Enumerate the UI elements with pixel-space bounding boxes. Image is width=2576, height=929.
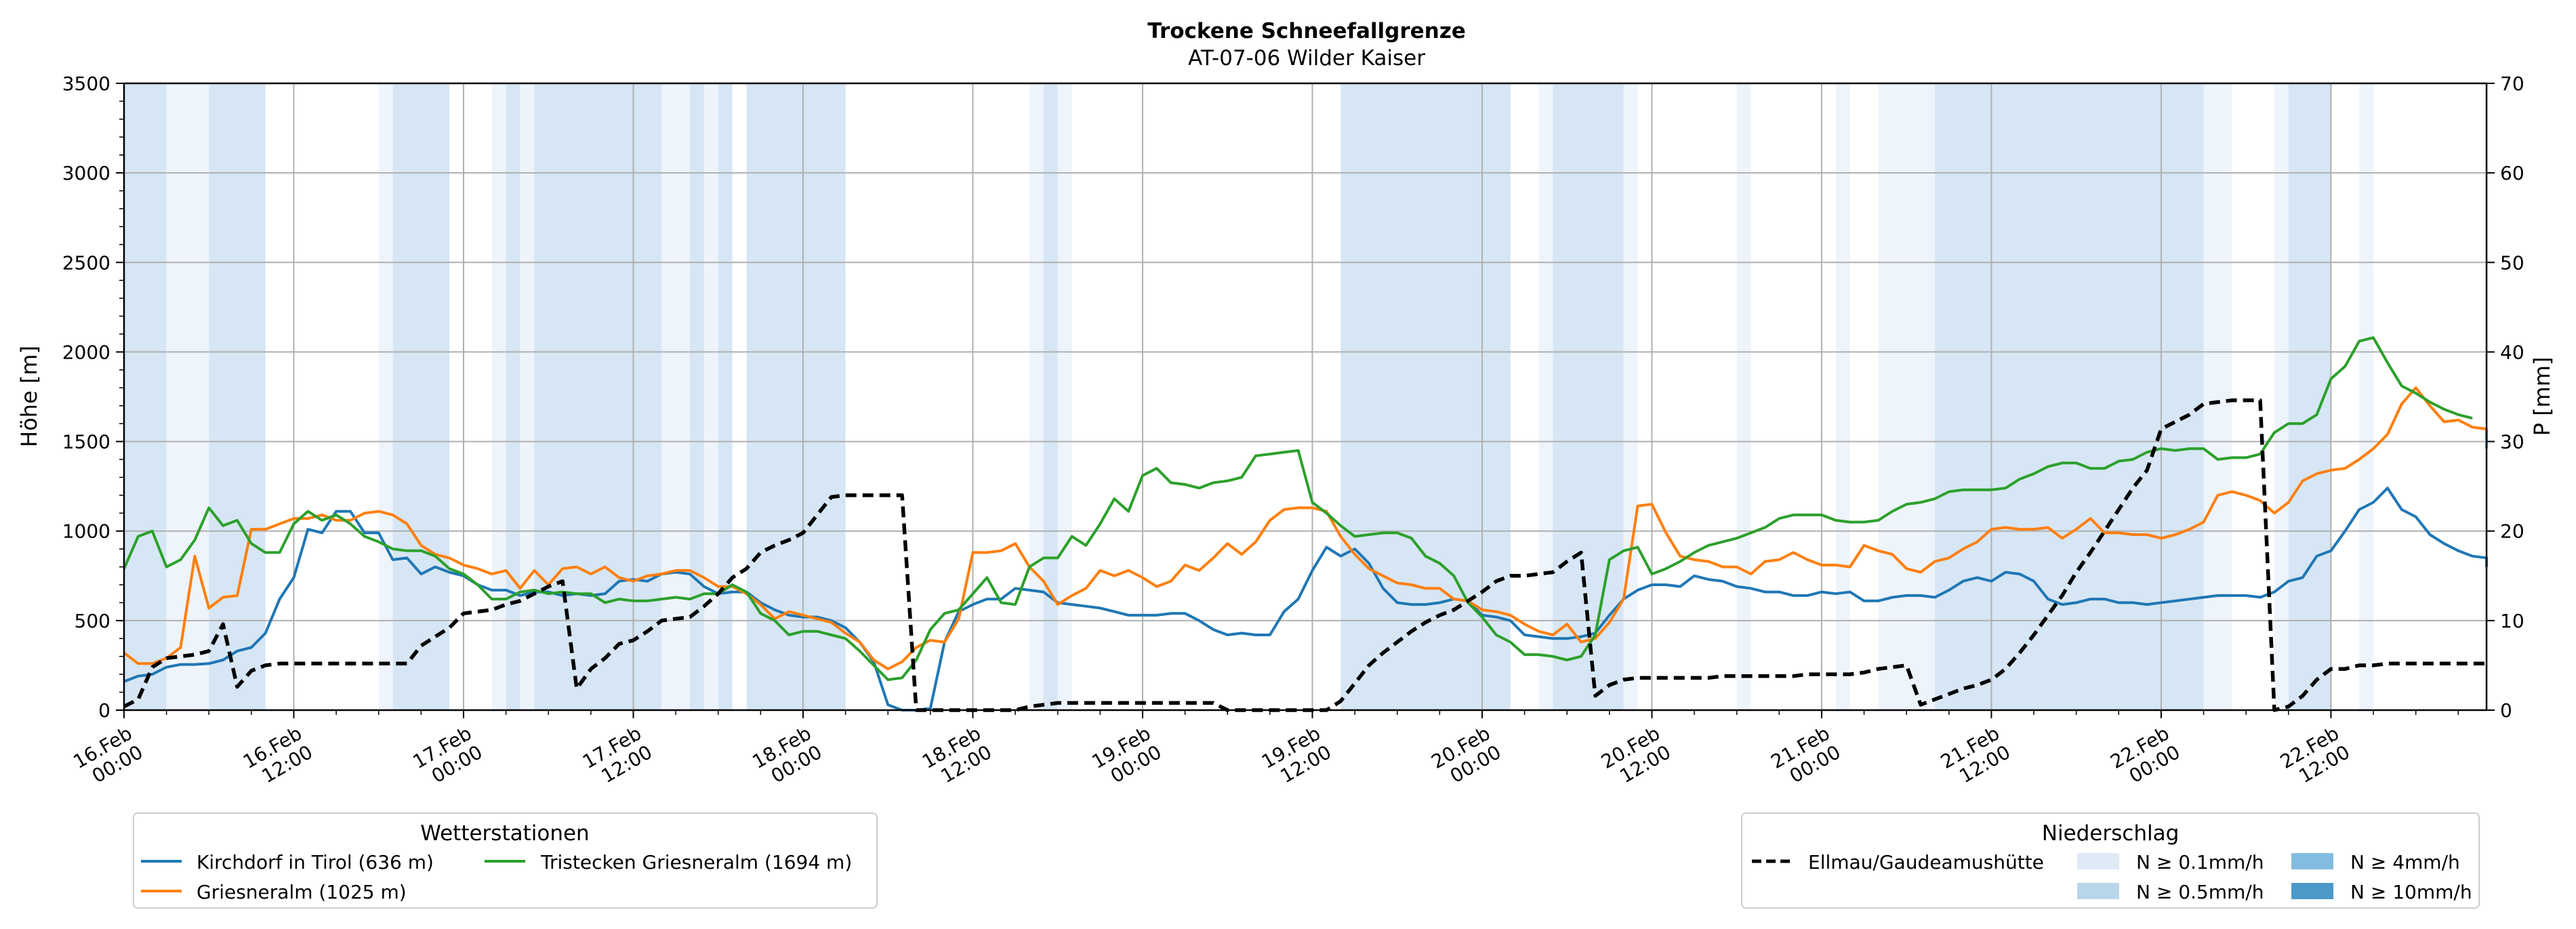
series-line-kirchdorf-in-tirol-636-m [123, 487, 2488, 711]
precip-band-10 [661, 83, 690, 710]
legend-item-n05: N ≥ 0.5mm/h [2136, 881, 2264, 903]
y2-tick-label-0: 0 [2500, 699, 2512, 722]
precip-band-4 [392, 83, 450, 710]
y-tick-label-3: 1500 [62, 431, 110, 453]
legend-stations: Wetterstationen Kirchdorf in Tirol (636 … [133, 812, 878, 909]
y2-tick-label-1: 10 [2500, 610, 2524, 632]
legend-patch-n05 [2077, 883, 2119, 899]
precip-band-12 [703, 83, 718, 710]
plot-frame [123, 82, 2488, 711]
legend-stations-title: Wetterstationen [420, 821, 589, 846]
y-tick-label-5: 2500 [62, 251, 110, 274]
precipitation-bands [124, 83, 2374, 710]
y-tick-label-4: 2000 [62, 341, 110, 363]
precip-band-19 [1538, 83, 1553, 710]
precip-band-7 [520, 83, 535, 710]
y-tick-label-7: 3500 [62, 73, 110, 95]
y-tick-label-0: 0 [98, 699, 110, 722]
precip-band-25 [1934, 83, 2006, 710]
precip-band-28 [2274, 83, 2289, 710]
precip-band-24 [1878, 83, 1935, 710]
y2-tick-label-3: 30 [2500, 431, 2524, 453]
precip-band-8 [534, 83, 634, 710]
precip-band-30 [2359, 83, 2374, 710]
legend-precipitation: Niederschlag Ellmau/Gaudeamushütte N ≥ 0… [1741, 812, 2480, 909]
y2-tick-label-4: 40 [2500, 341, 2524, 363]
precip-band-27 [2203, 83, 2232, 710]
precip-band-15 [1029, 83, 1044, 710]
y-axis-right: 0 10 20 30 40 50 60 70 [2487, 73, 2524, 722]
precip-band-6 [506, 83, 520, 710]
precip-band-2 [209, 83, 266, 710]
precip-band-9 [633, 83, 662, 710]
legend-patch-n01 [2077, 853, 2119, 869]
legend-item-n10: N ≥ 10mm/h [2350, 881, 2472, 903]
precip-band-20 [1553, 83, 1624, 710]
y-axis-left: 0 500 1000 1500 2000 2500 3000 3500 [62, 73, 124, 722]
legend-item-griesneralm: Griesneralm (1025 m) [197, 881, 407, 903]
precip-band-22 [1736, 83, 1751, 710]
y2-tick-label-2: 20 [2500, 520, 2524, 543]
precip-band-13 [718, 83, 733, 710]
precip-band-5 [491, 83, 506, 710]
precip-band-3 [378, 83, 393, 710]
legend-item-n01: N ≥ 0.1mm/h [2136, 851, 2264, 873]
legend-item-ellmau: Ellmau/Gaudeamushütte [1808, 851, 2044, 873]
precip-band-0 [124, 83, 167, 710]
precip-band-17 [1057, 83, 1072, 710]
precip-band-1 [166, 83, 209, 710]
precip-band-11 [689, 83, 704, 710]
y-tick-label-6: 3000 [62, 162, 110, 184]
y-axis-label: Höhe [m] [16, 346, 42, 447]
y2-axis-label: P [mm] [2529, 357, 2555, 436]
series-line-tristecken-griesneralm-1694-m [123, 336, 2473, 682]
legend-item-tristecken: Tristecken Griesneralm (1694 m) [540, 851, 852, 873]
legend-item-n4: N ≥ 4mm/h [2350, 851, 2460, 873]
y2-tick-label-6: 60 [2500, 162, 2524, 184]
legend-patch-n4 [2291, 853, 2333, 869]
y2-tick-label-5: 50 [2500, 251, 2524, 274]
precip-band-23 [1835, 83, 1850, 710]
y2-tick-label-7: 70 [2500, 73, 2524, 95]
legend-item-kirchdorf: Kirchdorf in Tirol (636 m) [197, 851, 434, 873]
chart-title: Trockene Schneefallgrenze [1147, 19, 1466, 43]
legend-precip-title: Niederschlag [2042, 821, 2180, 846]
series-line-griesneralm-1025-m [123, 386, 2488, 671]
legend-patch-n10 [2291, 883, 2333, 899]
precip-band-21 [1623, 83, 1638, 710]
chart-subtitle: AT-07-06 Wilder Kaiser [1188, 46, 1425, 70]
precip-band-16 [1043, 83, 1058, 710]
y-tick-label-2: 1000 [62, 520, 110, 543]
precip-band-26 [2005, 83, 2204, 710]
y-tick-label-1: 500 [75, 610, 110, 632]
